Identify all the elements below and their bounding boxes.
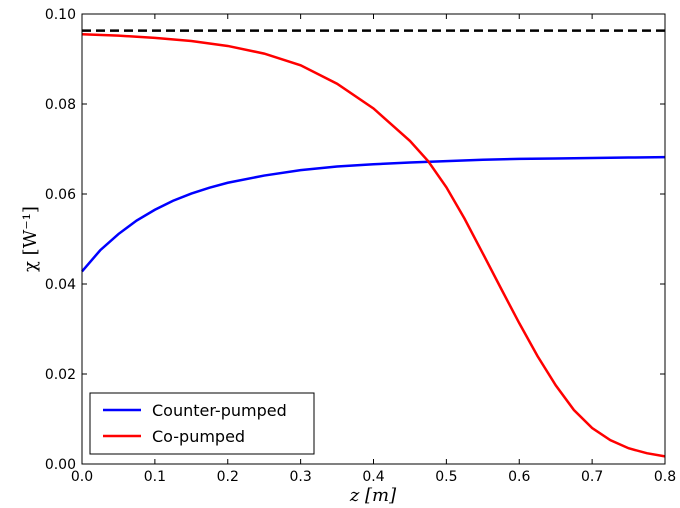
series-line-co-pumped	[81, 33, 666, 458]
x-tick-label: 0.5	[435, 469, 457, 485]
x-tick-label: 0.7	[581, 469, 603, 485]
x-tick-label: 0.1	[144, 469, 166, 485]
series-layer	[81, 29, 666, 458]
x-tick-label: 0.2	[217, 469, 239, 485]
x-tick-label: 0.4	[362, 469, 384, 485]
x-tick-label: 0.8	[654, 469, 676, 485]
x-axis-label: z [m]	[349, 485, 397, 506]
x-tick-label: 0.0	[71, 469, 93, 485]
y-tick-label: 0.08	[45, 97, 76, 113]
y-tick-label: 0.06	[45, 187, 76, 203]
y-tick-label: 0.10	[45, 7, 76, 23]
legend-box	[89, 392, 315, 455]
legend: Counter-pumped Co-pumped	[89, 392, 315, 455]
legend-label-co-pumped: Co-pumped	[152, 427, 245, 446]
x-tick-label: 0.3	[289, 469, 311, 485]
x-tick-label: 0.6	[508, 469, 530, 485]
y-tick-label: 0.04	[45, 277, 76, 293]
tick-layer: 0.0 0.1 0.2 0.3 0.4 0.5 0.6 0.7 0.8 0.00 0.02 0.04 0…	[45, 7, 676, 485]
y-tick-label: 0.02	[45, 367, 76, 383]
series-line-counter-pumped	[81, 155, 666, 273]
y-axis-label: χ [W⁻¹]	[20, 206, 41, 272]
y-tick-label: 0.00	[45, 457, 76, 473]
legend-label-counter-pumped: Counter-pumped	[152, 401, 287, 420]
